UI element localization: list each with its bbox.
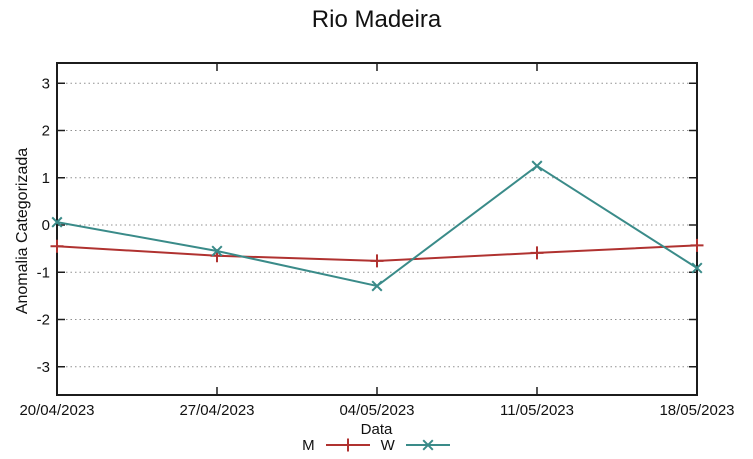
series-w-point-marker xyxy=(51,216,63,228)
y-tick-label: -2 xyxy=(37,312,50,329)
x-tick-label: 11/05/2023 xyxy=(500,402,574,419)
series-w-point-marker xyxy=(531,160,543,172)
chart-title: Rio Madeira xyxy=(311,6,442,33)
legend-sample-marker xyxy=(422,439,434,451)
x-tick-label: 27/04/2023 xyxy=(179,402,254,419)
series-m-point-marker xyxy=(370,254,384,268)
legend-sample-marker xyxy=(341,438,355,452)
x-tick-label: 04/05/2023 xyxy=(339,402,414,419)
y-tick-label: -3 xyxy=(37,359,50,376)
y-tick-label: 3 xyxy=(42,75,50,92)
series-m-point-marker xyxy=(530,246,544,260)
series-m-point-marker xyxy=(690,238,704,252)
legend-line-sample-m xyxy=(325,438,370,452)
legend: M W xyxy=(0,436,753,454)
legend-label-m: M xyxy=(302,436,315,454)
x-tick-label: 20/04/2023 xyxy=(19,402,94,419)
y-tick-label: -1 xyxy=(37,264,50,281)
y-tick-label: 0 xyxy=(42,217,50,234)
series-w-point-marker xyxy=(371,280,383,292)
plot-border xyxy=(56,62,698,396)
series-m-point-marker xyxy=(50,239,64,253)
x-tick-label: 18/05/2023 xyxy=(659,402,734,419)
x-axis-label: Data xyxy=(360,421,393,438)
legend-line-sample-w xyxy=(405,439,450,451)
series-w-point-marker xyxy=(211,245,223,257)
legend-label-w: W xyxy=(380,436,395,454)
y-tick-label: 1 xyxy=(42,170,50,187)
series-w-line xyxy=(56,164,698,288)
series-w-point-marker xyxy=(691,262,703,274)
y-tick-label: 2 xyxy=(42,123,50,140)
